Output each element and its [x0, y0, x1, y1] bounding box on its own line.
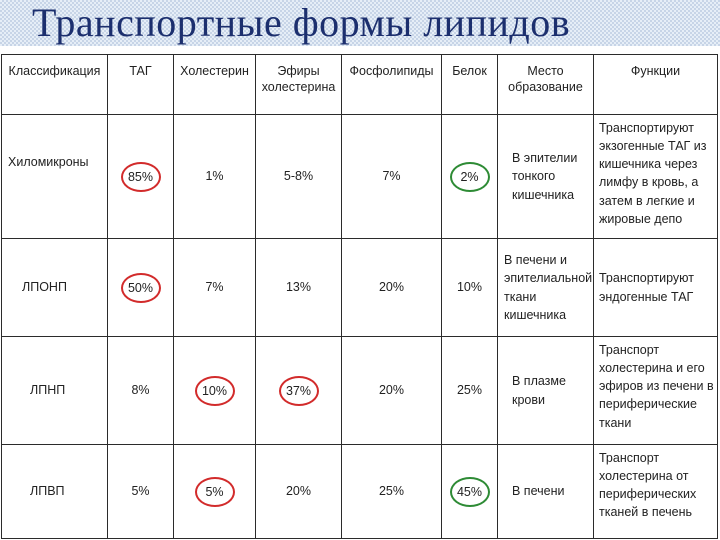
esters-cell: 5-8% — [255, 114, 342, 239]
function-cell: Транспортируют экзогенные ТАГ из кишечни… — [593, 114, 718, 239]
class-name: Хиломикроны — [1, 114, 108, 239]
green-circle-highlight: 45% — [449, 476, 490, 507]
esters-cell: 20% — [255, 444, 342, 539]
red-circle-highlight: 5% — [194, 476, 235, 507]
phospholipids-cell: 7% — [341, 114, 442, 239]
cholesterol-cell: 5% — [173, 444, 256, 539]
place-cell: В печени и эпителиальной ткани кишечника — [497, 238, 594, 337]
table-row: ЛПОНП 50% 7% 13% 20% 10% В печени и эпит… — [1, 238, 718, 337]
table-row: ЛПНП 8% 10% 37% 20% 25% В плазме крови Т… — [1, 336, 718, 445]
cholesterol-cell: 1% — [173, 114, 256, 239]
table-row: ЛПВП 5% 5% 20% 25% 45% В печени Транспор… — [1, 444, 718, 539]
header-cholesterol: Холестерин — [173, 54, 256, 115]
cholesterol-cell: 10% — [173, 336, 256, 445]
phospholipids-cell: 20% — [341, 238, 442, 337]
protein-cell: 2% — [441, 114, 498, 239]
red-circle-highlight: 85% — [120, 161, 161, 192]
place-cell: В эпителии тонкого кишечника — [497, 114, 594, 239]
header-place: Место образование — [497, 54, 594, 115]
tag-cell: 8% — [107, 336, 174, 445]
class-name: ЛПВП — [1, 444, 108, 539]
protein-cell: 45% — [441, 444, 498, 539]
header-row: Классификация ТАГ Холестерин Эфиры холес… — [1, 54, 718, 115]
protein-cell: 25% — [441, 336, 498, 445]
function-cell: Транспорт холестерина и его эфиров из пе… — [593, 336, 718, 445]
green-circle-highlight: 2% — [449, 161, 490, 192]
table-row: Хиломикроны 85% 1% 5-8% 7% 2% В эпителии… — [1, 114, 718, 239]
function-cell: Транспорт холестерина от периферических … — [593, 444, 718, 539]
title-bar: Транспортные формы липидов — [0, 0, 720, 46]
tag-cell: 50% — [107, 238, 174, 337]
red-circle-highlight: 10% — [194, 375, 235, 406]
header-phospholipids: Фосфолипиды — [341, 54, 442, 115]
phospholipids-cell: 20% — [341, 336, 442, 445]
page-title: Транспортные формы липидов — [32, 0, 571, 45]
protein-cell: 10% — [441, 238, 498, 337]
phospholipids-cell: 25% — [341, 444, 442, 539]
esters-cell: 37% — [255, 336, 342, 445]
cholesterol-cell: 7% — [173, 238, 256, 337]
function-cell: Транспортируют эндогенные ТАГ — [593, 238, 718, 337]
place-cell: В печени — [497, 444, 594, 539]
lipid-transport-table: Классификация ТАГ Холестерин Эфиры холес… — [1, 54, 718, 539]
place-cell: В плазме крови — [497, 336, 594, 445]
esters-cell: 13% — [255, 238, 342, 337]
header-esters: Эфиры холестерина — [255, 54, 342, 115]
tag-cell: 85% — [107, 114, 174, 239]
header-classification: Классификация — [1, 54, 108, 115]
class-name: ЛПОНП — [1, 238, 108, 337]
header-tag: ТАГ — [107, 54, 174, 115]
red-circle-highlight: 37% — [278, 375, 319, 406]
red-circle-highlight: 50% — [120, 272, 161, 303]
tag-cell: 5% — [107, 444, 174, 539]
header-protein: Белок — [441, 54, 498, 115]
class-name: ЛПНП — [1, 336, 108, 445]
header-functions: Функции — [593, 54, 718, 115]
